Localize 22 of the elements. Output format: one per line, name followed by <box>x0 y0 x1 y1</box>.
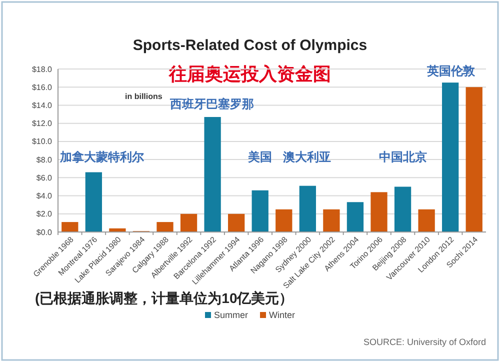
legend-label: Winter <box>269 310 296 320</box>
y-tick-label: $2.0 <box>36 210 53 219</box>
chart-title: Sports-Related Cost of Olympics <box>132 37 368 54</box>
annotation: 中国北京 <box>379 150 427 164</box>
y-tick-label: $0.0 <box>36 228 53 237</box>
annotation: 西班牙巴塞罗那 <box>169 97 254 111</box>
y-tick-label: $12.0 <box>32 119 53 128</box>
y-tick-label: $4.0 <box>36 192 53 201</box>
annotation: 加拿大蒙特利尔 <box>59 150 145 164</box>
y-tick-label: $16.0 <box>32 82 53 92</box>
legend-label: Summer <box>214 310 248 320</box>
y-tick-label: $18.0 <box>32 64 53 74</box>
y-tick-label: $8.0 <box>36 155 53 164</box>
text: (已根据通胀调整，计量单位为10亿美元） <box>35 290 294 306</box>
y-tick-label: $14.0 <box>32 101 53 110</box>
y-tick-label: $6.0 <box>36 173 53 182</box>
annotation: 澳大利亚 <box>282 150 331 164</box>
y-tick-label: $10.0 <box>32 137 53 146</box>
annotation: 美国 <box>247 150 272 164</box>
annotation: 英国伦敦 <box>426 64 476 78</box>
source-note: SOURCE: University of Oxford <box>363 337 486 347</box>
annotation: in billions <box>125 92 163 101</box>
